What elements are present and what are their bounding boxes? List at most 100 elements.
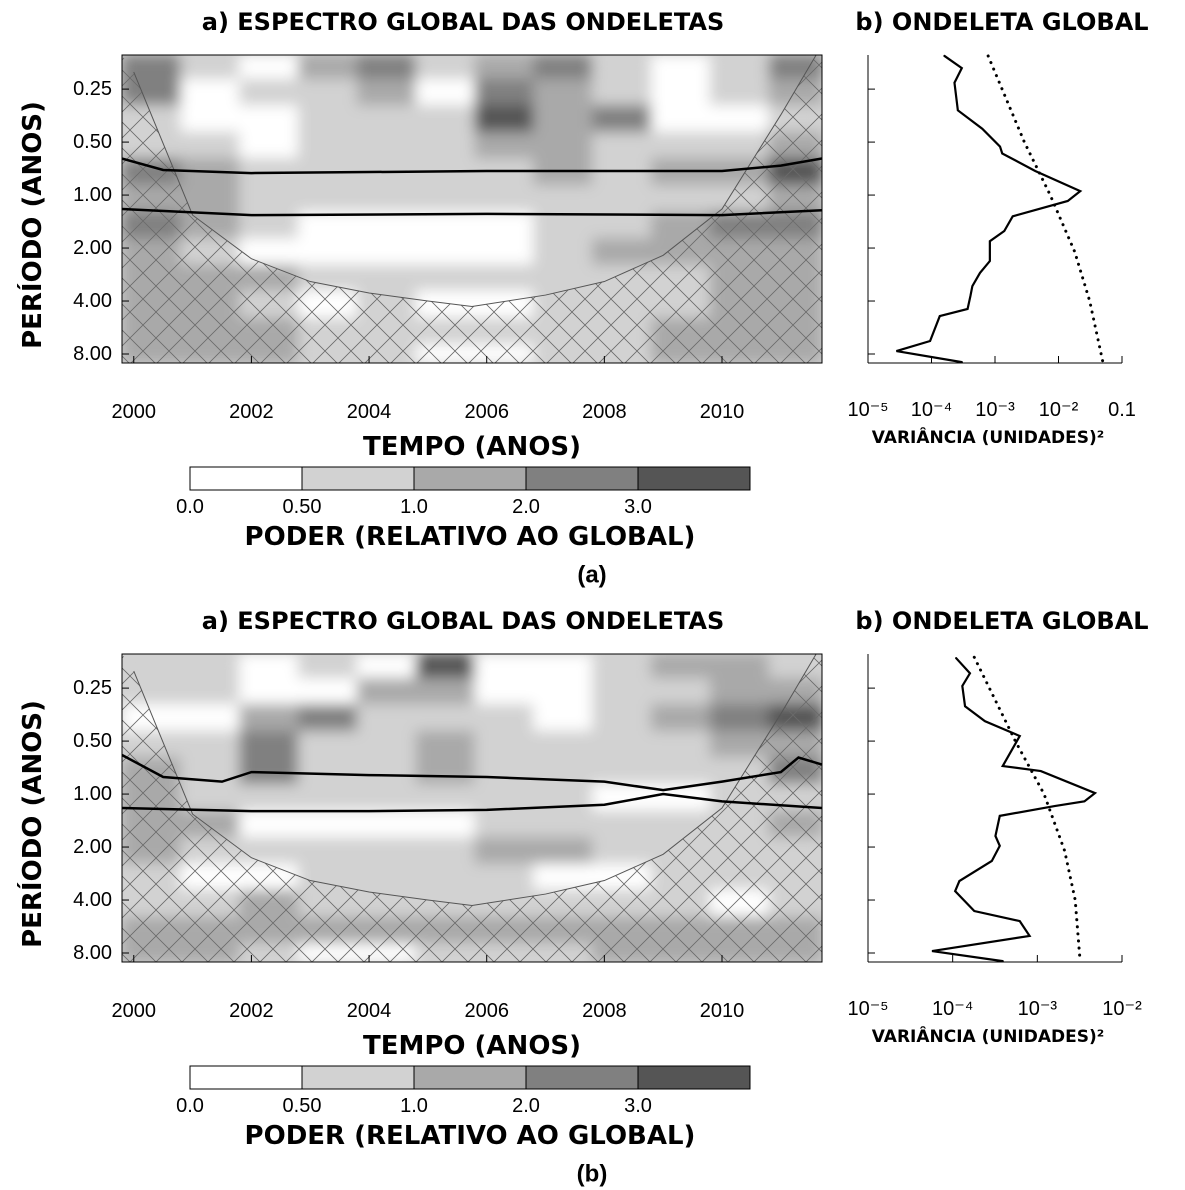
power-cell [356,78,417,107]
power-cell [239,78,299,107]
power-cell [239,184,299,213]
plot-frame [121,653,823,963]
power-cell [650,757,711,785]
caption: (a) [577,562,606,589]
power-cell [474,730,535,759]
power-cell [415,55,476,80]
y-tick-label: 2.00 [73,237,112,259]
plot-area [122,55,822,363]
chart-title: b) ONDELETA GLOBAL [855,607,1148,635]
global-wavelet-line [972,655,1082,963]
colorbar-label: 0.0 [176,1095,204,1117]
global-wavelet-line [896,54,1083,364]
power-cell [297,783,358,812]
power-cell [180,131,241,160]
x-tick-label: 10⁻³ [975,399,1015,421]
x-tick-label: 2010 [700,1000,745,1022]
power-cell [415,238,476,266]
power-cell [709,654,770,679]
power-cell [180,704,241,732]
y-tick-label: 8.00 [73,343,112,365]
colorbar-title: PODER (RELATIVO AO GLOBAL) [245,522,696,552]
power-cell [356,837,417,865]
power-cell [533,78,594,107]
power-cell [297,238,358,266]
power-cell [533,837,594,865]
power-cell [533,654,594,679]
colorbar-box [189,466,303,491]
x-tick-label: 0.1 [1108,399,1136,421]
x-tick-label: 10⁻³ [1018,998,1058,1020]
x-axis-label: VARIÂNCIA (UNIDADES)² [872,1025,1104,1047]
power-cell [650,131,711,160]
power-cell [356,730,417,759]
power-cell [180,184,241,213]
power-cell [474,654,535,679]
colorbar-label: 1.0 [400,1095,428,1117]
y-tick-label: 0.25 [73,677,112,699]
power-cell [356,863,417,891]
colorbar-label: 3.0 [624,496,652,518]
power-cell [474,863,535,891]
power-cell [415,783,476,812]
colorbar-label: 0.0 [176,496,204,518]
power-cell [180,654,241,679]
power-cell [533,730,594,759]
power-cell [709,78,770,107]
power-cell [297,730,358,759]
chart-title: a) ESPECTRO GLOBAL DAS ONDELETAS [202,607,724,635]
power-cell [474,78,535,107]
power-cell [415,211,476,240]
power-cell [415,105,476,133]
power-cell [356,211,417,240]
power-cell [474,131,535,160]
power-cell [297,55,358,80]
power-cell [650,677,711,706]
power-cell [297,757,358,785]
power-cell [239,131,299,160]
power-cell [474,211,535,240]
power-cell [709,704,770,732]
power-cell [592,810,652,839]
power-cell [533,55,594,80]
power-cell [650,730,711,759]
x-tick-label: 2002 [229,1000,274,1022]
x-tick-label: 10⁻⁵ [847,998,888,1020]
power-cell [180,55,241,80]
power-cell [592,677,652,706]
y-tick-label: 1.00 [73,783,112,805]
coi-line [133,654,817,907]
power-cell [415,654,476,679]
power-cell [297,677,358,706]
power-cell [650,105,711,133]
chart-title: b) ONDELETA GLOBAL [855,8,1148,36]
x-tick-label: 2008 [582,401,627,423]
x-tick-label: 2006 [464,401,509,423]
plot-frame [121,54,823,364]
power-cell [533,238,594,266]
power-cell [592,131,652,160]
power-cell [474,55,535,80]
power-cell [533,184,594,213]
colorbar-box [637,1065,751,1090]
x-tick-label: 2000 [112,1000,157,1022]
power-cell [297,211,358,240]
power-cell [297,105,358,133]
power-cell [239,654,299,679]
colorbar-box [301,466,415,491]
power-cell [239,757,299,785]
power-cell [180,677,241,706]
power-cell [356,184,417,213]
x-tick-label: 2008 [582,1000,627,1022]
power-cell [239,105,299,133]
colorbar-box [301,1065,415,1090]
power-cell [239,677,299,706]
power-cell [180,783,241,812]
significance-contour [122,157,822,175]
colorbar-box [637,466,751,491]
power-cell [474,184,535,213]
significance-contour [122,753,822,792]
colorbar-label: 0.50 [283,1095,322,1117]
y-tick-label: 8.00 [73,942,112,964]
